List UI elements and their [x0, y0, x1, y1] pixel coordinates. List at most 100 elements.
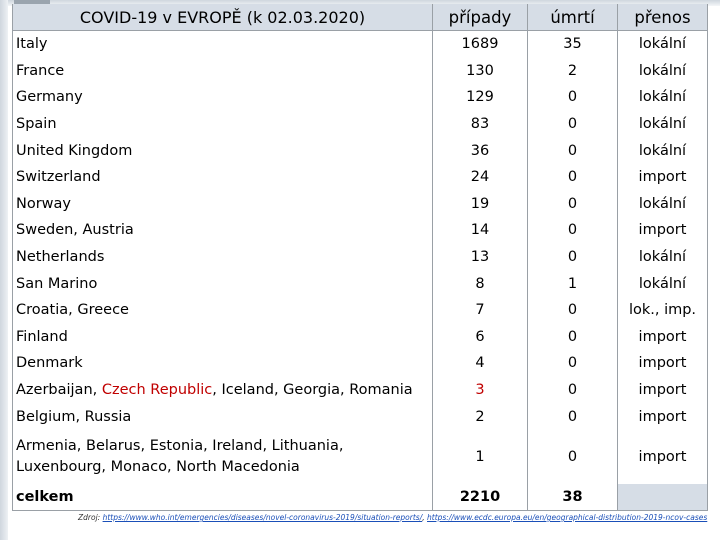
header-transmission: přenos — [617, 4, 708, 31]
header-row: COVID-19 v EVROPĚ (k 02.03.2020) případy… — [12, 4, 708, 31]
row-cases: 129 — [432, 84, 528, 111]
row-cases: 24 — [432, 163, 528, 191]
row-transmission: lok., imp. — [617, 296, 708, 324]
row-country: Belgium, Russia — [12, 403, 433, 430]
source-prefix: Zdroj: — [78, 513, 103, 522]
country-after: , Iceland, Georgia, Romania — [212, 382, 413, 399]
row-deaths: 1 — [527, 270, 618, 297]
table-title: COVID-19 v EVROPĚ (k 02.03.2020) — [12, 4, 433, 31]
row-transmission: import — [617, 217, 708, 244]
source-link-who[interactable]: https://www.who.int/emergencies/diseases… — [102, 513, 423, 522]
row-deaths: 0 — [527, 190, 618, 218]
row-deaths: 0 — [527, 137, 618, 164]
row-country: Netherlands — [12, 243, 433, 271]
row-cases: 83 — [432, 110, 528, 138]
country-line2: Luxenbourg, Monaco, North Macedonia — [16, 458, 300, 475]
header-cases: případy — [432, 4, 528, 31]
row-country: Sweden, Austria — [12, 217, 433, 244]
row-deaths: 0 — [527, 323, 618, 351]
country-highlight: Czech Republic — [101, 382, 213, 399]
row-country: Croatia, Greece — [12, 296, 433, 324]
source-separator: , — [422, 513, 427, 522]
row-transmission: lokální — [617, 190, 708, 218]
total-deaths: 38 — [527, 483, 618, 511]
row-transmission: import — [617, 323, 708, 351]
row-cases: 7 — [432, 296, 528, 324]
row-country: Armenia, Belarus, Estonia, Ireland, Lith… — [12, 429, 433, 484]
row-deaths: 0 — [527, 217, 618, 244]
total-blank — [617, 483, 708, 511]
row-country: Finland — [12, 323, 433, 351]
row-deaths: 0 — [527, 350, 618, 377]
row-transmission: import — [617, 376, 708, 404]
row-cases: 4 — [432, 350, 528, 377]
row-transmission: import — [617, 163, 708, 191]
total-label: celkem — [12, 483, 433, 511]
row-deaths: 0 — [527, 403, 618, 430]
row-transmission: lokální — [617, 137, 708, 164]
row-deaths: 0 — [527, 429, 618, 484]
row-cases: 14 — [432, 217, 528, 244]
row-transmission: import — [617, 350, 708, 377]
row-cases: 6 — [432, 323, 528, 351]
table-row: Denmark 4 0 import — [12, 350, 708, 377]
row-cases: 2 — [432, 403, 528, 430]
row-country: Denmark — [12, 350, 433, 377]
row-country: Italy — [12, 30, 433, 58]
row-country: Norway — [12, 190, 433, 218]
table-body: Italy 1689 35 lokální France 130 2 lokální Germa… — [12, 30, 708, 511]
row-cases: 13 — [432, 243, 528, 271]
row-cases: 19 — [432, 190, 528, 218]
row-cases: 130 — [432, 57, 528, 85]
top-edge — [0, 0, 720, 6]
row-transmission: lokální — [617, 243, 708, 271]
table-row: San Marino 8 1 lokální — [12, 270, 708, 297]
country-line1: Armenia, Belarus, Estonia, Ireland, Lith… — [16, 437, 344, 454]
total-row: celkem 2210 38 — [12, 483, 708, 511]
row-deaths: 0 — [527, 296, 618, 324]
table-row: Germany 129 0 lokální — [12, 84, 708, 111]
table-row: Croatia, Greece 7 0 lok., imp. — [12, 296, 708, 324]
row-transmission: lokální — [617, 30, 708, 58]
table-row-belgium: Belgium, Russia 2 0 import — [12, 403, 708, 430]
row-cases: 8 — [432, 270, 528, 297]
row-country: Spain — [12, 110, 433, 138]
top-tab-marker — [14, 0, 50, 5]
source-link-ecdc[interactable]: https://www.ecdc.europa.eu/en/geographic… — [427, 513, 708, 522]
row-deaths: 0 — [527, 243, 618, 271]
table-row: Norway 19 0 lokální — [12, 190, 708, 218]
table-row: Sweden, Austria 14 0 import — [12, 217, 708, 244]
row-transmission: lokální — [617, 57, 708, 85]
source-note: Zdroj: https://www.who.int/emergencies/d… — [78, 513, 718, 523]
row-deaths: 0 — [527, 163, 618, 191]
row-cases: 36 — [432, 137, 528, 164]
row-country: Germany — [12, 84, 433, 111]
table-row: United Kingdom 36 0 lokální — [12, 137, 708, 164]
row-cases: 1689 — [432, 30, 528, 58]
row-cases: 1 — [432, 429, 528, 484]
row-deaths: 0 — [527, 376, 618, 404]
row-deaths: 2 — [527, 57, 618, 85]
row-transmission: import — [617, 403, 708, 430]
row-country: San Marino — [12, 270, 433, 297]
table-row: Italy 1689 35 lokální — [12, 30, 708, 58]
table-row: Finland 6 0 import — [12, 323, 708, 351]
covid-table: COVID-19 v EVROPĚ (k 02.03.2020) případy… — [12, 4, 708, 511]
table-row: Switzerland 24 0 import — [12, 163, 708, 191]
table-row: France 130 2 lokální — [12, 57, 708, 85]
row-deaths: 0 — [527, 110, 618, 138]
row-country: France — [12, 57, 433, 85]
table-row-multi: Armenia, Belarus, Estonia, Ireland, Lith… — [12, 429, 708, 484]
row-transmission: lokální — [617, 110, 708, 138]
row-country: Azerbaijan, Czech Republic, Iceland, Geo… — [12, 376, 433, 404]
table-row-czech: Azerbaijan, Czech Republic, Iceland, Geo… — [12, 376, 708, 404]
country-before: Azerbaijan, — [16, 382, 102, 399]
row-transmission: lokální — [617, 270, 708, 297]
table-row: Netherlands 13 0 lokální — [12, 243, 708, 271]
row-transmission: lokální — [617, 84, 708, 111]
row-deaths: 0 — [527, 84, 618, 111]
row-country: United Kingdom — [12, 137, 433, 164]
header-deaths: úmrtí — [527, 4, 618, 31]
table-row: Spain 83 0 lokální — [12, 110, 708, 138]
left-edge — [0, 0, 8, 540]
